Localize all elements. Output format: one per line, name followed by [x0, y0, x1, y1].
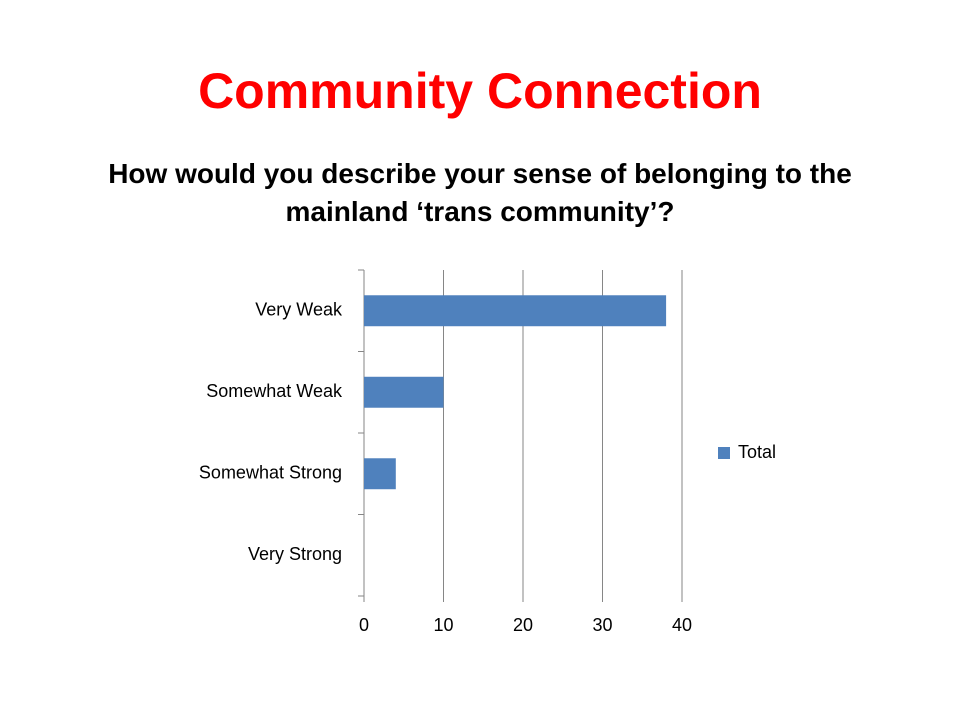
legend-swatch [718, 447, 730, 459]
y-tick-label: Somewhat Strong [199, 463, 342, 483]
x-tick-label: 10 [433, 615, 453, 635]
y-tick-label: Very Weak [255, 300, 343, 320]
x-tick-label: 30 [592, 615, 612, 635]
bar [364, 376, 444, 408]
x-tick-label: 20 [513, 615, 533, 635]
bar [364, 458, 396, 490]
y-tick-label: Somewhat Weak [206, 381, 343, 401]
legend-label: Total [738, 442, 776, 462]
y-tick-label: Very Strong [248, 544, 342, 564]
subtitle: How would you describe your sense of bel… [108, 158, 852, 227]
title: Community Connection [198, 63, 762, 119]
x-tick-label: 0 [359, 615, 369, 635]
bar [364, 295, 667, 327]
x-tick-label: 40 [672, 615, 692, 635]
